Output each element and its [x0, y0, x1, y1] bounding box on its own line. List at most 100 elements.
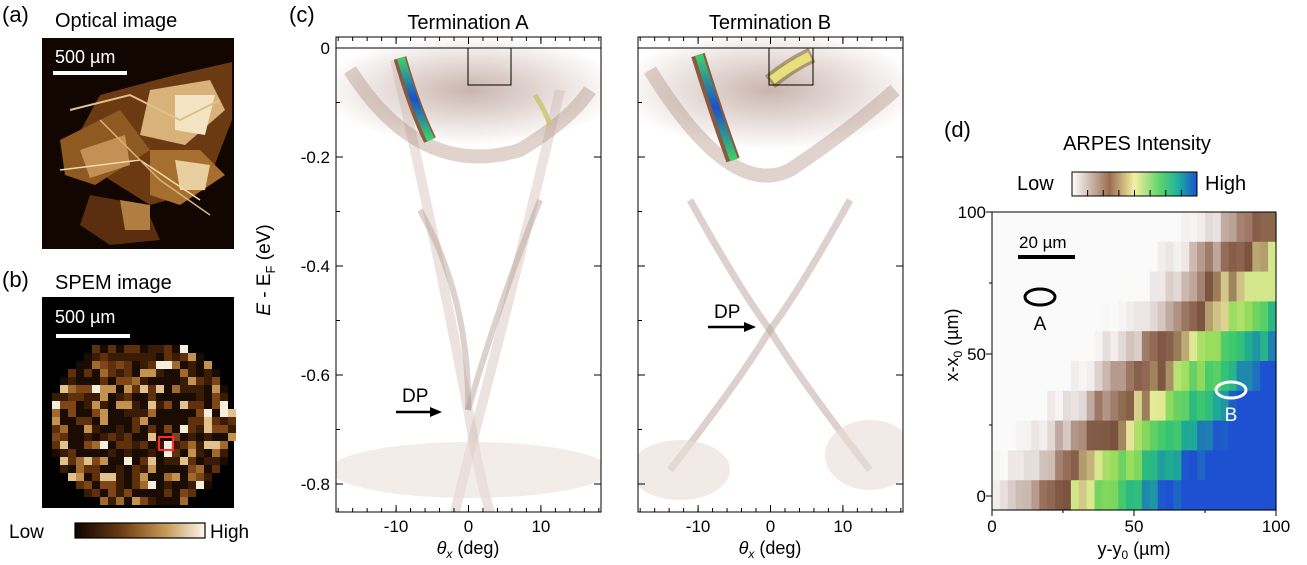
xtick-label: -10	[384, 517, 409, 536]
spem-pixel	[68, 441, 76, 449]
map-cell	[1086, 420, 1096, 451]
spem-pixel	[100, 401, 108, 409]
map-cell	[1197, 271, 1206, 302]
map-cell	[1181, 420, 1190, 451]
map-cell	[1165, 271, 1175, 302]
map-cell	[1102, 241, 1111, 273]
spem-pixel	[68, 409, 76, 417]
xtick-label: 0	[464, 517, 473, 536]
map-cell	[1157, 480, 1167, 511]
map-cell	[1212, 480, 1222, 511]
map-cell	[1039, 361, 1048, 392]
map-cell	[1007, 301, 1017, 332]
map-cell	[1094, 241, 1104, 273]
map-cell	[1015, 420, 1025, 451]
roi-box-b	[768, 47, 814, 86]
map-cell	[1126, 450, 1135, 481]
spem-pixel	[140, 425, 148, 433]
spem-pixel	[148, 393, 156, 401]
spem-pixel	[108, 385, 116, 393]
scalebar-d-label: 20 µm	[1019, 233, 1067, 252]
spem-pixel	[132, 417, 140, 425]
spem-pixel	[76, 473, 84, 481]
spem-pixel	[140, 465, 148, 473]
map-cell	[1055, 301, 1064, 332]
map-cell	[992, 361, 1001, 392]
spem-pixel	[92, 441, 100, 449]
panel-c-label: (c)	[289, 2, 315, 27]
map-cell	[1220, 480, 1230, 511]
spem-pixel	[204, 449, 212, 457]
map-cell	[1102, 480, 1111, 511]
map-cell	[992, 420, 1001, 451]
spem-pixel	[132, 377, 140, 385]
spem-pixel	[196, 393, 204, 401]
spem-pixel	[60, 449, 68, 457]
spem-pixel	[68, 393, 76, 401]
map-cell	[1205, 241, 1214, 273]
spem-pixel	[164, 449, 172, 457]
map-cell	[1189, 420, 1198, 451]
spem-pixel	[84, 441, 92, 449]
map-cell	[1189, 331, 1198, 362]
ytick-label: 0	[321, 39, 330, 58]
map-cell	[1165, 212, 1175, 243]
map-cell	[1102, 301, 1111, 332]
spem-colorbar-high: High	[210, 522, 249, 543]
spem-pixel	[180, 449, 188, 457]
spem-pixel	[108, 409, 116, 417]
spem-pixel	[84, 369, 92, 377]
spem-pixel	[132, 353, 140, 361]
spem-pixel	[196, 481, 204, 489]
map-cell	[1118, 480, 1127, 511]
map-cell	[1055, 480, 1064, 511]
map-cell	[1015, 450, 1025, 481]
map-cell	[1268, 212, 1277, 243]
spem-pixel	[132, 497, 140, 505]
map-cell	[1197, 212, 1206, 243]
map-cell	[1110, 450, 1119, 481]
spem-pixel	[212, 457, 220, 465]
map-cell	[1078, 301, 1088, 332]
map-cell	[1086, 241, 1096, 273]
spem-pixel	[172, 497, 180, 505]
termination-a-title: Termination A	[407, 12, 529, 34]
spem-pixel	[164, 441, 172, 449]
map-cell	[1181, 390, 1190, 422]
map-cell	[1181, 241, 1190, 273]
map-cell	[992, 331, 1001, 362]
map-cell	[1031, 450, 1040, 481]
map-cell	[1149, 480, 1159, 511]
map-cell	[1110, 480, 1119, 511]
spem-pixel	[92, 417, 100, 425]
map-cell	[1205, 301, 1214, 332]
map-cell	[1118, 212, 1127, 243]
map-cell	[1212, 420, 1222, 451]
map-cell	[1252, 331, 1261, 362]
spem-pixel	[196, 473, 204, 481]
map-cell	[1157, 450, 1167, 481]
spem-pixel	[116, 425, 124, 433]
spem-pixel	[156, 401, 164, 409]
map-cell	[1039, 271, 1048, 302]
map-cell	[1157, 361, 1167, 392]
map-cell	[1007, 420, 1017, 451]
spem-pixel	[164, 497, 172, 505]
spem-pixel	[188, 473, 196, 481]
spem-pixel	[60, 433, 68, 441]
spem-pixel	[76, 361, 84, 369]
map-cell	[1165, 361, 1175, 392]
spem-pixel	[76, 425, 84, 433]
spem-pixel	[148, 385, 156, 393]
spem-pixel	[156, 489, 164, 497]
spem-pixel	[156, 417, 164, 425]
panel-d-label: (d)	[944, 117, 971, 142]
map-cell	[1102, 331, 1111, 362]
map-cell	[1094, 420, 1104, 451]
spem-pixel	[108, 361, 116, 369]
spem-pixel	[212, 465, 220, 473]
map-cell	[1110, 420, 1119, 451]
map-cell	[1126, 390, 1135, 422]
spem-pixel	[204, 473, 212, 481]
spem-pixel	[156, 361, 164, 369]
